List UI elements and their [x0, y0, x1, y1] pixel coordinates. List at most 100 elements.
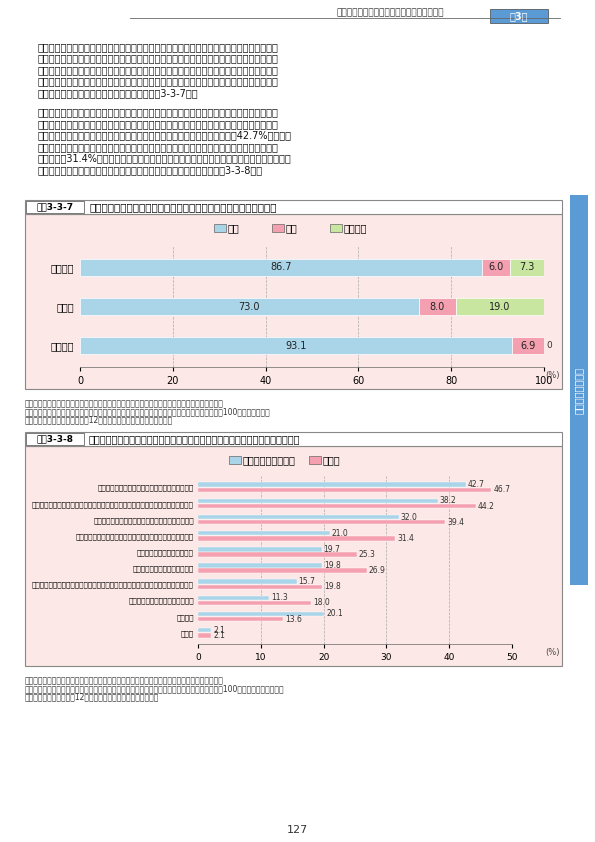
Bar [570, 195, 588, 585]
Text: 25.3: 25.3 [359, 550, 375, 559]
Bar [198, 579, 296, 584]
Text: 注：「関東１都６県のうち首都直下地震で震度６弱以上が予想されている」、「マンションが100棟以上立地して: 注：「関東１都６県のうち首都直下地震で震度６弱以上が予想されている」、「マンショ… [25, 407, 271, 416]
Text: 127: 127 [286, 825, 308, 835]
Text: いずれの主体も７割以上が「必要」と回答しており、両者の協力関係による災害対策の推進: いずれの主体も７割以上が「必要」と回答しており、両者の協力関係による災害対策の推… [38, 77, 279, 87]
Text: いる」等の条件を満たす12市区を抽出して行ったアンケート。: いる」等の条件を満たす12市区を抽出して行ったアンケート。 [25, 415, 173, 424]
Text: 38.2: 38.2 [440, 497, 456, 505]
Bar [198, 584, 322, 589]
Text: 土地に関する動向: 土地に関する動向 [574, 366, 584, 413]
Bar [198, 536, 395, 541]
Bar [510, 259, 544, 275]
Text: 86.7: 86.7 [270, 263, 292, 273]
Bar [80, 298, 419, 315]
Bar [198, 611, 324, 616]
Bar [25, 446, 562, 666]
Bar [198, 531, 330, 536]
Text: 援物資の受入に対し、一定の理解を示していることがうかがえる（図表3-3-8）。: 援物資の受入に対し、一定の理解を示していることがうかがえる（図表3-3-8）。 [38, 165, 263, 175]
Bar [198, 628, 211, 632]
Text: 13.6: 13.6 [285, 615, 302, 624]
Bar [198, 595, 269, 600]
Text: 19.8: 19.8 [324, 561, 341, 570]
Text: 必要: 必要 [227, 223, 239, 233]
Text: マンション施設、設備において管理組合と町内会が連携できる可能性がある事項: マンション施設、設備において管理組合と町内会が連携できる可能性がある事項 [89, 434, 300, 444]
Text: マンションと地域の共助により防災・減災に取り組むことの必要性: マンションと地域の共助により防災・減災に取り組むことの必要性 [89, 202, 277, 212]
Text: ションと地域の共助により防災・減災に取り組むことの必要性」について質問したところ、: ションと地域の共助により防災・減災に取り組むことの必要性」について質問したところ… [38, 65, 279, 75]
Text: 93.1: 93.1 [286, 340, 306, 350]
Text: 26.9: 26.9 [369, 566, 386, 575]
Bar [80, 259, 483, 275]
Bar [198, 633, 211, 637]
Text: マンション管理組合: マンション管理組合 [243, 455, 295, 465]
Text: 2.1: 2.1 [213, 626, 225, 635]
Text: 等の条件を満たす12市区を抽出して行ったアンケート。: 等の条件を満たす12市区を抽出して行ったアンケート。 [25, 692, 159, 701]
Text: 19.8: 19.8 [324, 583, 341, 591]
Text: 31.4: 31.4 [397, 534, 414, 543]
Text: 不要: 不要 [286, 223, 298, 233]
Text: 資料：国土交通政策研究所「マンションと地域の共助による地域防災力強化に関する調査研究」: 資料：国土交通政策研究所「マンションと地域の共助による地域防災力強化に関する調査… [25, 399, 224, 408]
Bar [483, 259, 510, 275]
Text: の必要性が広く認識されているといえる（図表3-3-7）。: の必要性が広く認識されているといえる（図表3-3-7）。 [38, 88, 199, 98]
Text: 回答なし: 回答なし [343, 223, 367, 233]
Text: 注：「関東１都６県のうち首都直下地震で震度６弱以上が予想されている」、「マンションが100棟以上立地している」: 注：「関東１都６県のうち首都直下地震で震度６弱以上が予想されている」、「マンショ… [25, 684, 284, 693]
Text: 図表3-3-8: 図表3-3-8 [36, 434, 74, 444]
Bar [198, 488, 491, 493]
Bar [80, 338, 512, 354]
Text: 11.3: 11.3 [271, 594, 287, 602]
Bar [25, 214, 562, 389]
Bar [198, 520, 446, 525]
Bar [198, 600, 311, 605]
Text: 46.7: 46.7 [493, 485, 510, 494]
Text: 19.0: 19.0 [489, 301, 511, 312]
Bar [198, 547, 322, 552]
Text: 管理組合も31.4%であった。このことから、マンション管理組合個も、災害時の避難者や救: 管理組合も31.4%であった。このことから、マンション管理組合個も、災害時の避難… [38, 153, 292, 163]
Text: 7.3: 7.3 [519, 263, 535, 273]
Bar [198, 514, 399, 520]
Text: 自然災害の発生の可能性を踏まえた土地利用: 自然災害の発生の可能性を踏まえた土地利用 [336, 8, 444, 18]
Bar [419, 298, 456, 315]
Bar [456, 298, 544, 315]
Text: 20.1: 20.1 [326, 610, 343, 619]
Bar [198, 482, 466, 487]
Text: 8.0: 8.0 [430, 301, 445, 312]
Bar [512, 338, 544, 354]
Bar [228, 456, 240, 464]
Text: 資料：国土交通政策研究所「マンションと地域の共助による地域防災力強化に関する調査研究」: 資料：国土交通政策研究所「マンションと地域の共助による地域防災力強化に関する調査… [25, 676, 224, 685]
Text: また、同調査において、マンション管理組合と町内会に対し、「マンション施設、設備に: また、同調査において、マンション管理組合と町内会に対し、「マンション施設、設備に [38, 108, 279, 118]
Bar [26, 201, 84, 213]
Text: 2.1: 2.1 [213, 631, 225, 640]
Bar [198, 563, 322, 568]
Text: 6.9: 6.9 [521, 340, 536, 350]
Text: 21.0: 21.0 [332, 529, 349, 538]
Bar [330, 224, 342, 232]
Bar [198, 568, 367, 573]
Text: (%): (%) [546, 648, 560, 657]
Bar [26, 433, 84, 445]
Text: (%): (%) [546, 371, 560, 380]
Text: 19.7: 19.7 [324, 545, 340, 554]
Bar [25, 200, 562, 214]
Text: 第3章: 第3章 [510, 11, 528, 21]
Text: 73.0: 73.0 [239, 301, 260, 312]
Bar [214, 224, 226, 232]
Bar [308, 456, 321, 464]
Text: 査研究」によると、マンション管理組合・町内会・管理会社それぞれを対象として、「マン: 査研究」によると、マンション管理組合・町内会・管理会社それぞれを対象として、「マ… [38, 54, 279, 63]
Bar [198, 617, 283, 621]
Text: ほか、「共用スペースの救援物資の一時保管、配給場所としての活用」と答えたマンション: ほか、「共用スペースの救援物資の一時保管、配給場所としての活用」と答えたマンショ… [38, 142, 279, 152]
Text: 図表3-3-7: 図表3-3-7 [36, 202, 74, 211]
Text: 39.4: 39.4 [447, 518, 464, 527]
Bar [198, 552, 357, 557]
Text: 44.2: 44.2 [477, 502, 494, 510]
Bar [25, 432, 562, 446]
Text: 18.0: 18.0 [313, 599, 330, 607]
Text: 15.7: 15.7 [299, 577, 315, 586]
Text: 町内会: 町内会 [322, 455, 340, 465]
Text: なお、国土交通政策研究所の「マンションと地域の共助による地域防災力強化に関する調: なお、国土交通政策研究所の「マンションと地域の共助による地域防災力強化に関する調 [38, 42, 279, 52]
Text: 42.7: 42.7 [468, 480, 485, 489]
Bar [198, 504, 475, 509]
Text: 32.0: 32.0 [401, 513, 418, 521]
Text: 難場所としての共用スペースや屋上の開放」と答えたマンション管理組合が42.7%に達した: 難場所としての共用スペースや屋上の開放」と答えたマンション管理組合が42.7%に… [38, 131, 292, 141]
Text: 6.0: 6.0 [488, 263, 504, 273]
Bar [198, 498, 438, 504]
Bar [271, 224, 283, 232]
Text: おいて管理組合と町内会が連携できる可能性がある事項」について聞いたところ、「一時避: おいて管理組合と町内会が連携できる可能性がある事項」について聞いたところ、「一時… [38, 119, 279, 129]
